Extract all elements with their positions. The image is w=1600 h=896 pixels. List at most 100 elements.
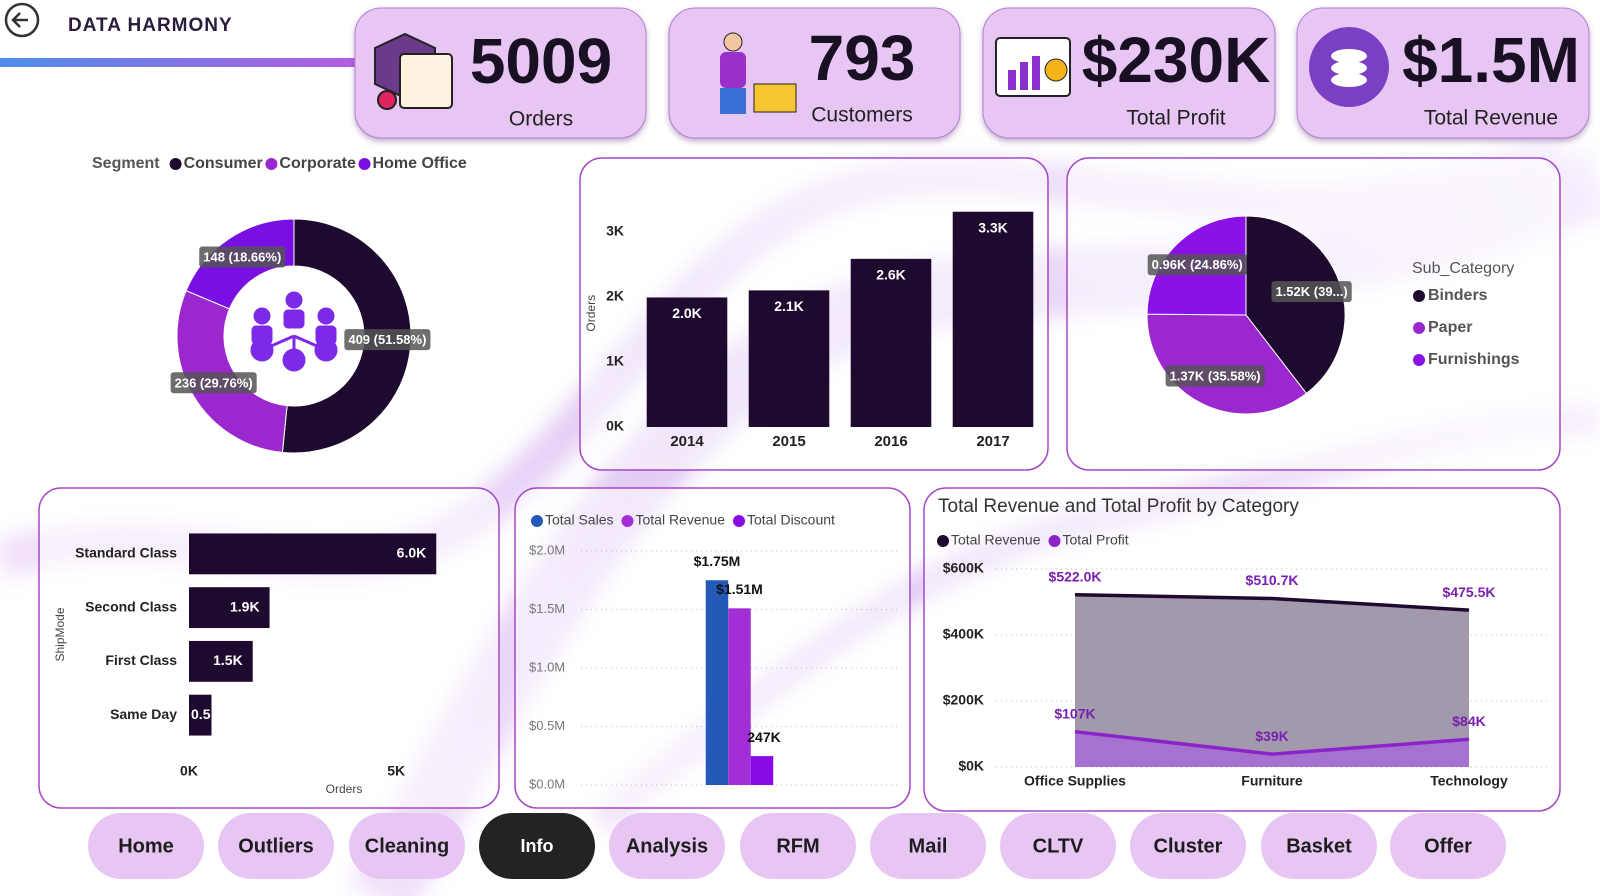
nav-button-bg[interactable] bbox=[609, 813, 725, 879]
kpi-label: Total Revenue bbox=[1424, 107, 1558, 130]
legend-label: Total Discount bbox=[747, 512, 835, 528]
x-tick-label: 2015 bbox=[772, 433, 805, 450]
y-axis-label: ShipMode bbox=[53, 607, 67, 661]
legend-label: Total Sales bbox=[545, 512, 613, 528]
nav-button[interactable]: CLTV bbox=[1000, 813, 1116, 879]
data-label: 2.6K bbox=[876, 267, 906, 283]
y-axis-label: Orders bbox=[584, 295, 598, 332]
data-label: $1.75M bbox=[694, 553, 741, 569]
kpi-cards: 5009 Orders 793 Customers $230K Total Pr… bbox=[354, 7, 1590, 139]
legend-label: Total Revenue bbox=[951, 532, 1041, 548]
data-label: 247K bbox=[747, 729, 780, 745]
y-tick-label: Second Class bbox=[85, 598, 177, 614]
data-label: 3.3K bbox=[978, 219, 1008, 235]
icon-head bbox=[317, 307, 335, 325]
chart-title: Total Revenue and Total Profit by Catego… bbox=[938, 496, 1299, 517]
label-box bbox=[1147, 254, 1247, 276]
nav-button[interactable]: RFM bbox=[740, 813, 856, 879]
legend-marker bbox=[265, 158, 278, 170]
data-label: 0.5 bbox=[191, 706, 211, 722]
app-title: DATA HARMONY bbox=[68, 15, 233, 36]
nav-button-bg[interactable] bbox=[870, 813, 986, 879]
bar bbox=[750, 756, 774, 785]
bar bbox=[748, 290, 830, 427]
nav-button[interactable]: Cleaning bbox=[349, 813, 465, 879]
y-tick-label: Same Day bbox=[110, 706, 177, 722]
label-box bbox=[199, 246, 286, 268]
kpi-value: $1.5M bbox=[1402, 24, 1580, 96]
legend-marker bbox=[531, 515, 543, 527]
kpi-value: 793 bbox=[809, 22, 916, 94]
nav-button-label[interactable]: Cleaning bbox=[365, 835, 449, 857]
legend-marker bbox=[358, 158, 371, 170]
nav-button-label[interactable]: Offer bbox=[1424, 835, 1472, 857]
data-label: 2.0K bbox=[672, 305, 702, 321]
legend-marker bbox=[937, 535, 949, 547]
icon-head bbox=[723, 32, 743, 52]
profit-icon bbox=[995, 37, 1071, 97]
bar bbox=[728, 608, 751, 785]
nav-button-label[interactable]: Basket bbox=[1286, 835, 1352, 857]
nav-button-bg[interactable] bbox=[1261, 813, 1377, 879]
header: DATA HARMONY bbox=[0, 2, 355, 67]
nav-button-bg[interactable] bbox=[479, 813, 595, 879]
data-label: $107K bbox=[1054, 705, 1095, 721]
header-bar bbox=[0, 58, 355, 67]
nav-button[interactable]: Basket bbox=[1261, 813, 1377, 879]
y-tick-label: 0K bbox=[606, 418, 624, 434]
nav-button-bg[interactable] bbox=[349, 813, 465, 879]
nav-button-bg[interactable] bbox=[88, 813, 204, 879]
legend-marker bbox=[621, 515, 634, 527]
orders-icon bbox=[374, 32, 453, 110]
y-tick-label: $600K bbox=[943, 560, 984, 576]
nav-button[interactable]: Analysis bbox=[609, 813, 725, 879]
nav-button[interactable]: Cluster bbox=[1130, 813, 1246, 879]
nav-button[interactable]: Offer bbox=[1390, 813, 1506, 879]
kpi-value: 5009 bbox=[470, 25, 612, 97]
nav-button-label[interactable]: Analysis bbox=[626, 835, 708, 857]
customers-icon bbox=[720, 32, 797, 114]
legend-marker bbox=[1048, 535, 1061, 547]
x-tick-label: 0K bbox=[180, 763, 198, 779]
nav-button[interactable]: Outliers bbox=[218, 813, 334, 879]
nav-button-label[interactable]: CLTV bbox=[1033, 835, 1084, 857]
icon-head bbox=[253, 307, 271, 325]
legend-marker bbox=[733, 515, 745, 527]
nav-button-bg[interactable] bbox=[1000, 813, 1116, 879]
bar bbox=[189, 640, 253, 682]
icon-paper bbox=[399, 53, 453, 109]
nav-button-label[interactable]: Home bbox=[118, 835, 174, 857]
legend-label: Consumer bbox=[184, 155, 263, 172]
nav-button-bg[interactable] bbox=[1130, 813, 1246, 879]
data-label: $1.51M bbox=[716, 581, 763, 597]
data-label: 1.9K bbox=[230, 598, 260, 614]
nav-button-label[interactable]: RFM bbox=[776, 835, 819, 857]
data-label: 0.96K (24.86%) bbox=[1152, 257, 1243, 272]
nav-button-bg[interactable] bbox=[218, 813, 334, 879]
nav-button[interactable]: Home bbox=[88, 813, 204, 879]
y-tick-label: 1K bbox=[606, 353, 624, 369]
nav-button-label[interactable]: Cluster bbox=[1154, 835, 1223, 857]
legend-title: Sub_Category bbox=[1412, 260, 1514, 277]
area-fill bbox=[1075, 594, 1469, 767]
area-fill bbox=[1075, 731, 1469, 767]
nav-button[interactable]: Info bbox=[479, 813, 595, 879]
nav-button-label[interactable]: Mail bbox=[909, 835, 948, 857]
bar bbox=[646, 297, 728, 427]
nav-button-bg[interactable] bbox=[1390, 813, 1506, 879]
nav-button-label[interactable]: Info bbox=[521, 836, 554, 856]
nav-button-label[interactable]: Outliers bbox=[238, 835, 314, 857]
data-label: 148 (18.66%) bbox=[203, 250, 281, 265]
bar bbox=[850, 258, 932, 427]
icon-node bbox=[282, 348, 306, 372]
nav-button[interactable]: Mail bbox=[870, 813, 986, 879]
y-tick-label: $1.0M bbox=[529, 659, 565, 674]
x-tick-label: Technology bbox=[1430, 773, 1508, 789]
icon-coins bbox=[1331, 61, 1367, 75]
line bbox=[1074, 729, 1470, 756]
nav-button-bg[interactable] bbox=[740, 813, 856, 879]
slice bbox=[281, 218, 412, 454]
label-box bbox=[170, 372, 257, 394]
bar bbox=[189, 694, 212, 736]
y-tick-label: $0K bbox=[958, 758, 984, 774]
